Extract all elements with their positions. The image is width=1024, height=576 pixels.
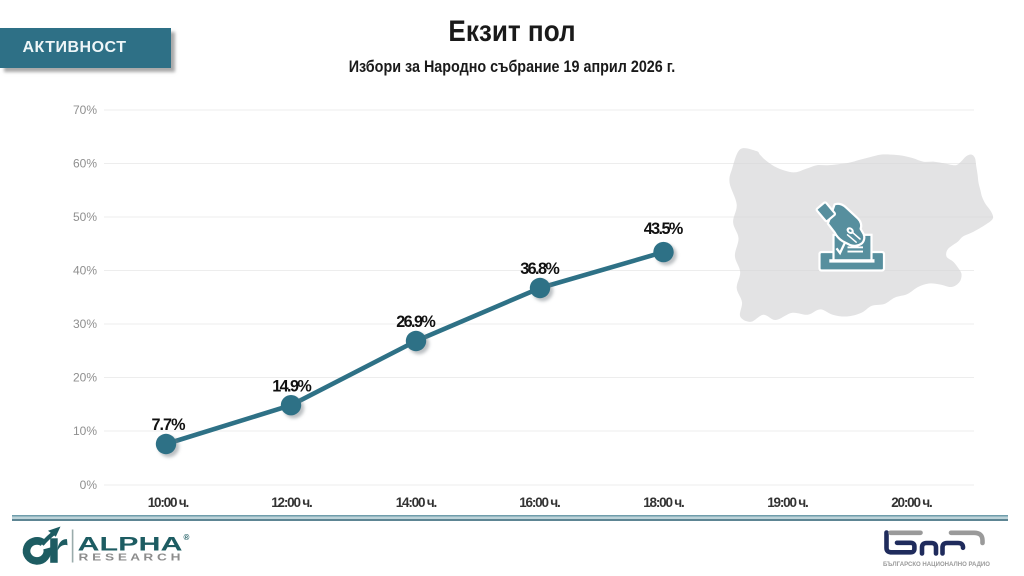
svg-text:16:00 ч.: 16:00 ч. <box>519 495 561 510</box>
svg-text:18:00 ч.: 18:00 ч. <box>643 495 685 510</box>
svg-text:26.9%: 26.9% <box>396 313 436 331</box>
svg-text:14.9%: 14.9% <box>272 378 312 396</box>
svg-text:43.5%: 43.5% <box>644 220 684 238</box>
svg-text:30%: 30% <box>73 317 97 331</box>
svg-text:50%: 50% <box>73 210 97 224</box>
svg-text:19:00 ч.: 19:00 ч. <box>767 495 809 510</box>
svg-text:10:00 ч.: 10:00 ч. <box>148 495 190 510</box>
svg-text:36.8%: 36.8% <box>520 260 560 278</box>
svg-text:0%: 0% <box>80 478 98 492</box>
svg-text:60%: 60% <box>73 157 97 171</box>
svg-text:12:00 ч.: 12:00 ч. <box>271 495 313 510</box>
svg-text:14:00 ч.: 14:00 ч. <box>396 495 438 510</box>
svg-text:БЪЛГАРСКО НАЦИОНАЛНО РАДИО: БЪЛГАРСКО НАЦИОНАЛНО РАДИО <box>883 562 990 568</box>
svg-text:40%: 40% <box>73 264 97 278</box>
svg-text:70%: 70% <box>73 103 97 117</box>
svg-text:®: ® <box>184 533 190 542</box>
svg-text:R E S E A R C H: R E S E A R C H <box>79 553 181 564</box>
svg-text:20%: 20% <box>73 371 97 385</box>
svg-text:ALPHA: ALPHA <box>78 535 183 556</box>
svg-text:10%: 10% <box>73 424 97 438</box>
svg-text:20:00 ч.: 20:00 ч. <box>891 495 933 510</box>
svg-text:7.7%: 7.7% <box>152 416 186 434</box>
